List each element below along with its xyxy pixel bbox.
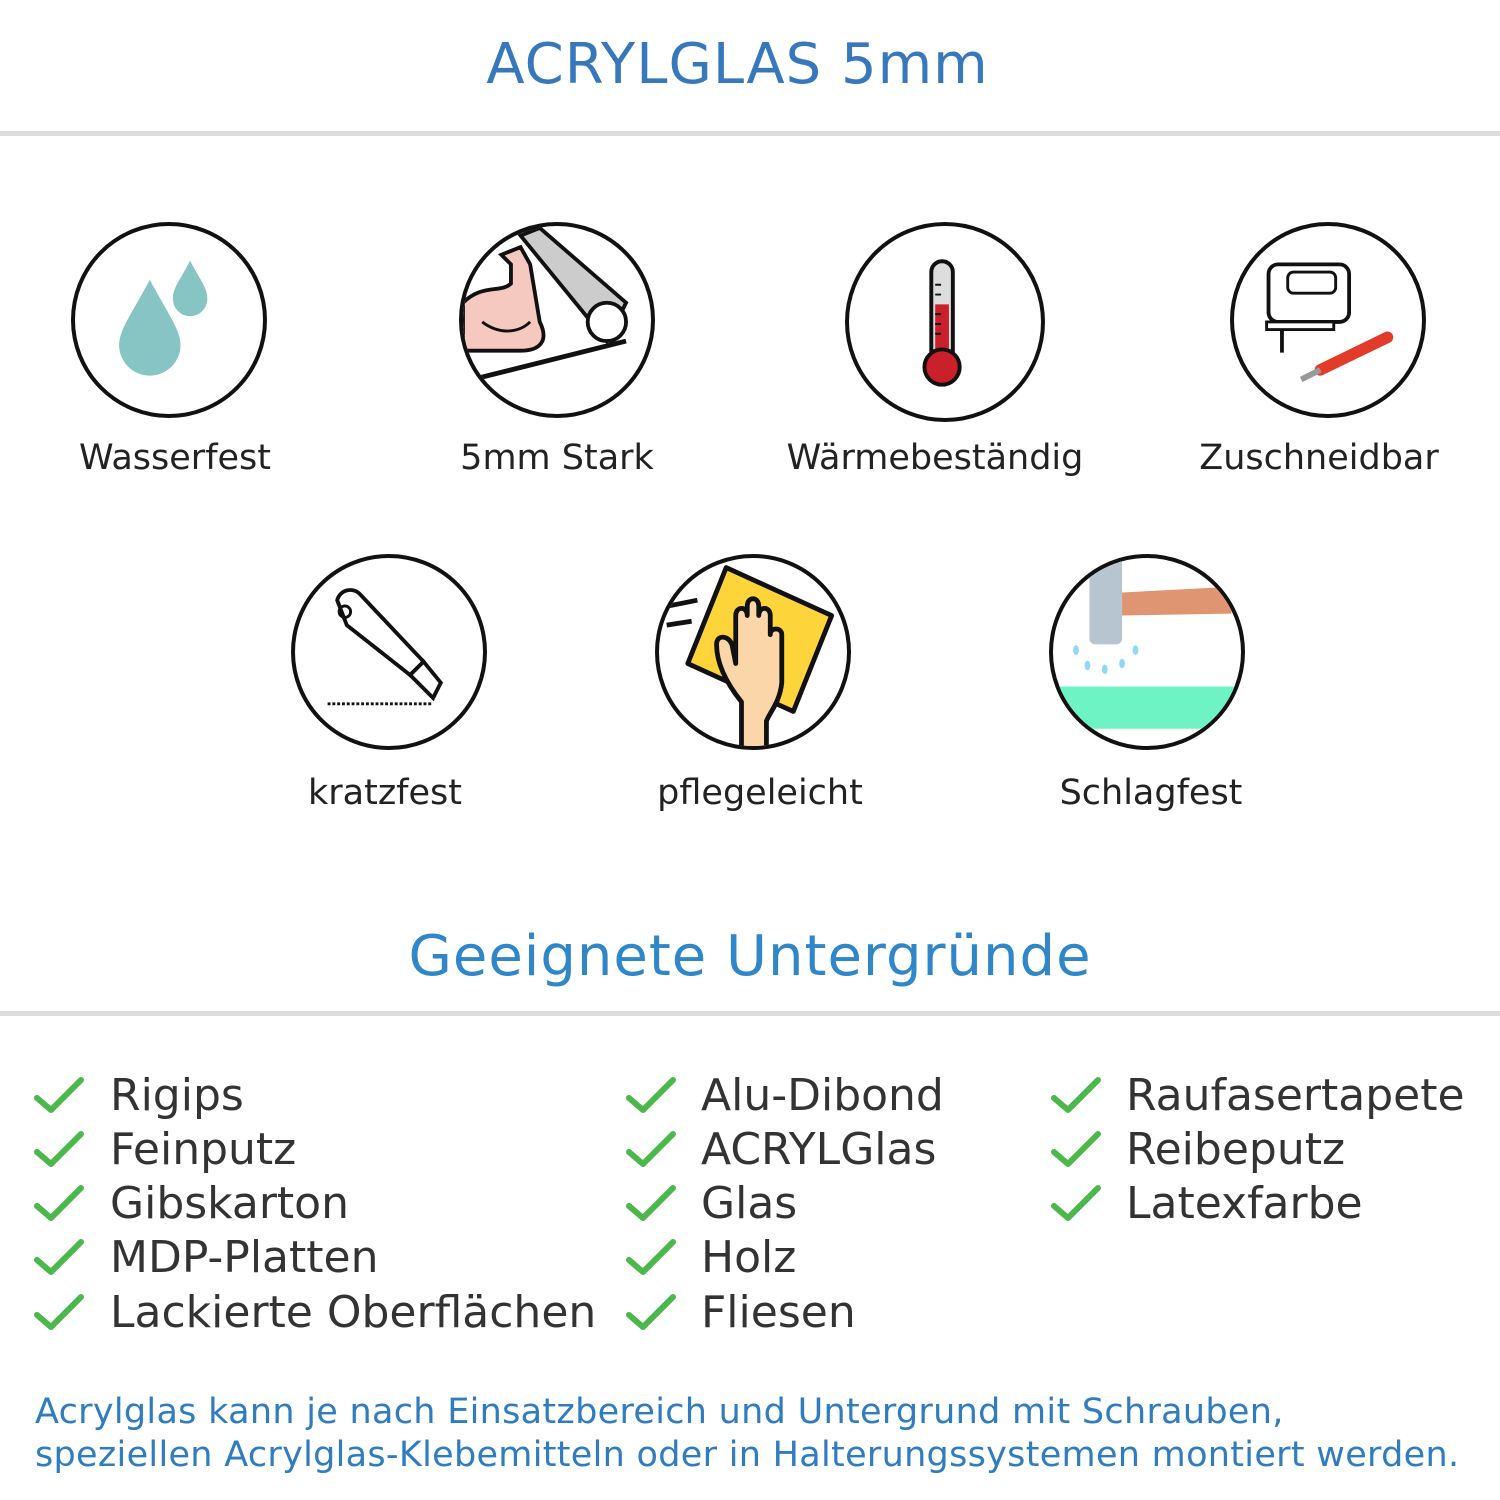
check-icon: [626, 1130, 676, 1167]
thermometer-icon: [845, 222, 1045, 422]
surface-label: Reibeputz: [1126, 1124, 1346, 1175]
check-icon: [34, 1293, 84, 1330]
surface-item: Gibskarton: [33, 1178, 349, 1229]
hammer-icon: [1049, 554, 1245, 750]
surface-label: Glas: [701, 1178, 798, 1229]
check-icon: [626, 1184, 676, 1221]
feature-label-waermebestaendig: Wärmebeständig: [786, 438, 1084, 478]
cutter-knife-icon: [291, 554, 487, 750]
surface-item: ACRYLGlas: [625, 1124, 936, 1175]
surface-label: Feinputz: [110, 1124, 297, 1175]
check-icon: [34, 1130, 84, 1167]
jigsaw-knife-icon: [1230, 222, 1426, 418]
check-icon: [34, 1184, 84, 1221]
surface-item: Glas: [625, 1178, 797, 1229]
surface-item: Alu-Dibond: [625, 1070, 944, 1121]
surface-label: MDP-Platten: [110, 1232, 379, 1283]
surface-label: Gibskarton: [110, 1178, 349, 1229]
feature-label-zuschneidbar: Zuschneidbar: [1199, 438, 1439, 478]
water-drops-icon: [71, 222, 267, 418]
surface-item: Holz: [625, 1232, 796, 1283]
surfaces-heading: Geeignete Untergründe: [408, 924, 1092, 989]
footer-line-2: speziellen Acrylglas-Klebemitteln oder i…: [35, 1435, 1460, 1475]
feature-label-wasserfest: Wasserfest: [78, 438, 272, 478]
divider: [0, 131, 1500, 136]
surface-item: Latexfarbe: [1050, 1178, 1363, 1229]
surface-label: Fliesen: [701, 1287, 856, 1338]
check-icon: [626, 1293, 676, 1330]
surface-label: Alu-Dibond: [701, 1070, 944, 1121]
feature-label-pflegeleicht: pflegeleicht: [657, 773, 863, 813]
check-icon: [34, 1238, 84, 1275]
check-icon: [626, 1238, 676, 1275]
surface-item: Feinputz: [33, 1124, 296, 1175]
surface-item: Lackierte Oberflächen: [33, 1287, 596, 1338]
check-icon: [626, 1076, 676, 1113]
check-icon: [1051, 1130, 1101, 1167]
surface-item: Raufasertapete: [1050, 1070, 1465, 1121]
feature-label-stark: 5mm Stark: [460, 438, 654, 478]
surface-item: MDP-Platten: [33, 1232, 378, 1283]
surface-label: ACRYLGlas: [701, 1124, 937, 1175]
footer-line-1: Acrylglas kann je nach Einsatzbereich un…: [35, 1392, 1284, 1432]
surface-label: Raufasertapete: [1126, 1070, 1465, 1121]
feature-label-schlagfest: Schlagfest: [1059, 773, 1243, 813]
surface-item: Rigips: [33, 1070, 244, 1121]
hand-cloth-icon: [655, 554, 851, 750]
surface-item: Reibeputz: [1050, 1124, 1345, 1175]
divider: [0, 1011, 1500, 1016]
surface-item: Fliesen: [625, 1287, 856, 1338]
feature-label-kratzfest: kratzfest: [307, 773, 462, 813]
muscle-arm-icon: [459, 222, 655, 418]
surface-label: Holz: [701, 1232, 797, 1283]
surface-label: Latexfarbe: [1126, 1178, 1363, 1229]
check-icon: [1051, 1076, 1101, 1113]
check-icon: [34, 1076, 84, 1113]
page-title: ACRYLGLAS 5mm: [486, 32, 989, 97]
surface-label: Lackierte Oberflächen: [110, 1287, 597, 1338]
check-icon: [1051, 1184, 1101, 1221]
surface-label: Rigips: [110, 1070, 244, 1121]
